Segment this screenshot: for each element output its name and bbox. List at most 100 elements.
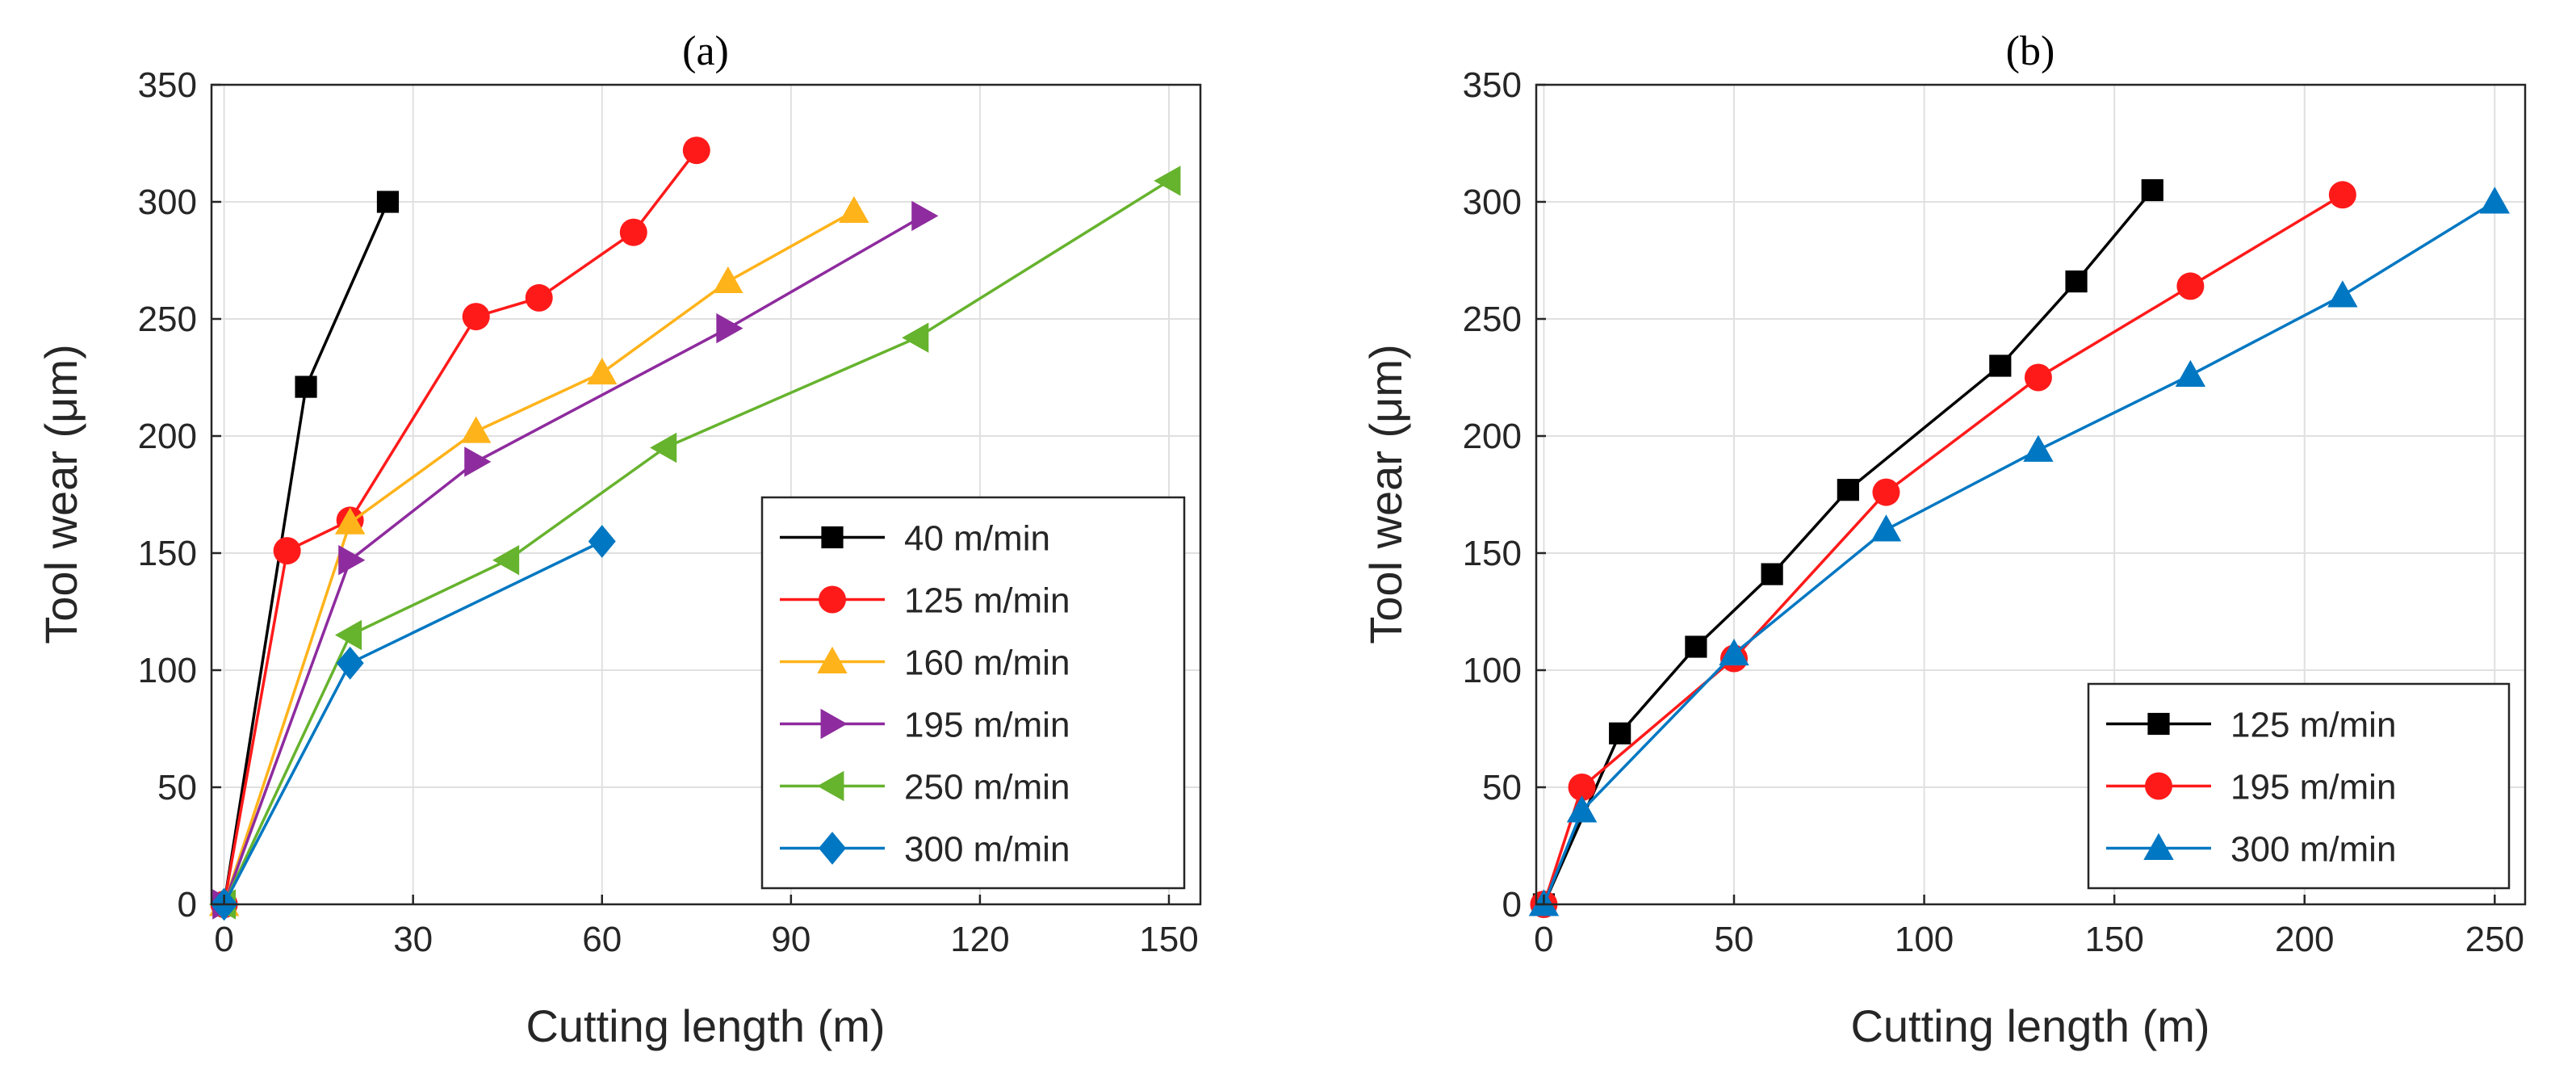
legend-label: 195 m/min — [2230, 768, 2396, 807]
legend-entry: 250 m/min — [780, 768, 1070, 807]
legend-label: 125 m/min — [2230, 706, 2396, 745]
data-point — [295, 375, 317, 398]
data-point — [338, 545, 366, 576]
series-line — [222, 210, 855, 905]
data-point — [2023, 434, 2054, 462]
y-tick-label-b: 350 — [1463, 65, 1522, 105]
data-point — [492, 545, 520, 576]
legend-entry: 300 m/min — [780, 830, 1070, 870]
data-point — [2327, 280, 2358, 308]
data-point — [376, 191, 400, 213]
data-point — [1609, 722, 1631, 744]
y-tick-label-a: 200 — [138, 417, 197, 456]
x-tick-label-b: 100 — [1895, 920, 1954, 959]
x-tick-label-a: 150 — [1139, 920, 1198, 959]
plot-area-b — [1535, 83, 2527, 906]
legend-entry: 195 m/min — [2106, 768, 2396, 807]
y-tick-label-a: 300 — [138, 182, 197, 222]
data-point — [1870, 514, 1902, 542]
data-point — [650, 432, 677, 463]
x-tick-label-b: 250 — [2465, 920, 2524, 959]
panel-b: 0 50 100 150 200 250 0 50 100 150 200 250 300 350 (b)… — [1360, 28, 2527, 1051]
data-point — [902, 322, 929, 353]
data-point — [1872, 478, 1900, 506]
data-point — [588, 525, 616, 558]
data-point — [1761, 563, 1783, 585]
y-tick-label-a: 150 — [138, 534, 197, 573]
legend-marker — [2145, 772, 2172, 800]
legend-marker — [817, 770, 844, 802]
y-tick-label-a: 50 — [157, 768, 197, 807]
data-point — [2024, 363, 2052, 392]
legend-box-a — [760, 496, 1186, 890]
series-a-300-m-min — [210, 525, 616, 921]
data-point — [713, 266, 743, 294]
y-tick-label-b: 300 — [1463, 182, 1522, 222]
legend-entry: 40 m/min — [780, 519, 1050, 559]
legend-marker — [819, 832, 846, 865]
data-point — [2065, 270, 2088, 293]
data-point — [2175, 359, 2206, 388]
legend-label: 250 m/min — [904, 768, 1070, 807]
legend-label: 195 m/min — [904, 706, 1070, 745]
data-point — [334, 507, 366, 535]
x-tick-label-a: 30 — [393, 920, 433, 959]
x-axis-label-b: Cutting length (m) — [1850, 1000, 2209, 1051]
x-tick-label-b: 50 — [1715, 920, 1754, 959]
y-tick-label-b: 50 — [1482, 768, 1522, 807]
legend-marker — [2147, 712, 2170, 736]
legend-marker — [2143, 832, 2174, 860]
legend-label: 300 m/min — [2230, 830, 2396, 870]
data-point — [587, 358, 618, 385]
data-point — [1568, 774, 1596, 801]
x-tick-label-b: 150 — [2084, 920, 2143, 959]
data-point — [1566, 795, 1598, 823]
data-point — [336, 646, 364, 680]
plot-area-a — [210, 83, 1202, 906]
panel-title-b: (b) — [2006, 28, 2055, 74]
data-point — [2141, 178, 2163, 202]
legend-marker — [820, 708, 848, 740]
legend-entry: 195 m/min — [780, 706, 1070, 745]
x-tick-label-a: 90 — [771, 920, 810, 959]
data-point — [1154, 166, 1181, 196]
data-point — [619, 218, 647, 246]
series-line — [223, 179, 1170, 905]
data-point — [682, 136, 710, 165]
data-point — [2328, 181, 2356, 209]
legend-marker — [821, 526, 844, 549]
y-axis-label-b: Tool wear (μm) — [1360, 344, 1411, 644]
legend-entry: 125 m/min — [780, 581, 1070, 621]
legend-marker — [817, 646, 848, 673]
legend-entry: 300 m/min — [2106, 830, 2396, 870]
data-point — [461, 416, 492, 443]
data-point — [911, 200, 939, 232]
x-tick-label-a: 0 — [214, 920, 233, 959]
y-tick-label-a: 0 — [178, 885, 197, 925]
y-tick-label-b: 150 — [1463, 534, 1522, 573]
y-axis-label-a: Tool wear (μm) — [36, 344, 86, 644]
data-point — [839, 195, 869, 224]
legend-label: 40 m/min — [904, 519, 1050, 559]
legend-entry: 160 m/min — [780, 644, 1070, 683]
legend-label: 160 m/min — [904, 644, 1070, 683]
panel-title-a: (a) — [682, 28, 729, 74]
y-tick-label-a: 350 — [138, 65, 197, 105]
data-point — [1989, 354, 2012, 377]
data-point — [1719, 639, 1749, 666]
x-tick-label-b: 200 — [2275, 920, 2334, 959]
x-axis-label-a: Cutting length (m) — [526, 1000, 885, 1051]
legend-entry: 125 m/min — [2106, 706, 2396, 745]
y-tick-label-b: 100 — [1463, 651, 1522, 690]
legend-label: 300 m/min — [904, 830, 1070, 870]
data-point — [273, 537, 301, 565]
data-point — [1837, 479, 1859, 501]
data-point — [2479, 187, 2511, 214]
legend-marker — [819, 585, 846, 614]
data-point — [1685, 635, 1707, 658]
data-point — [464, 447, 492, 477]
series-b-300-m-min — [1528, 187, 2511, 916]
x-tick-label-a: 60 — [582, 920, 622, 959]
y-tick-label-b: 250 — [1463, 300, 1522, 339]
